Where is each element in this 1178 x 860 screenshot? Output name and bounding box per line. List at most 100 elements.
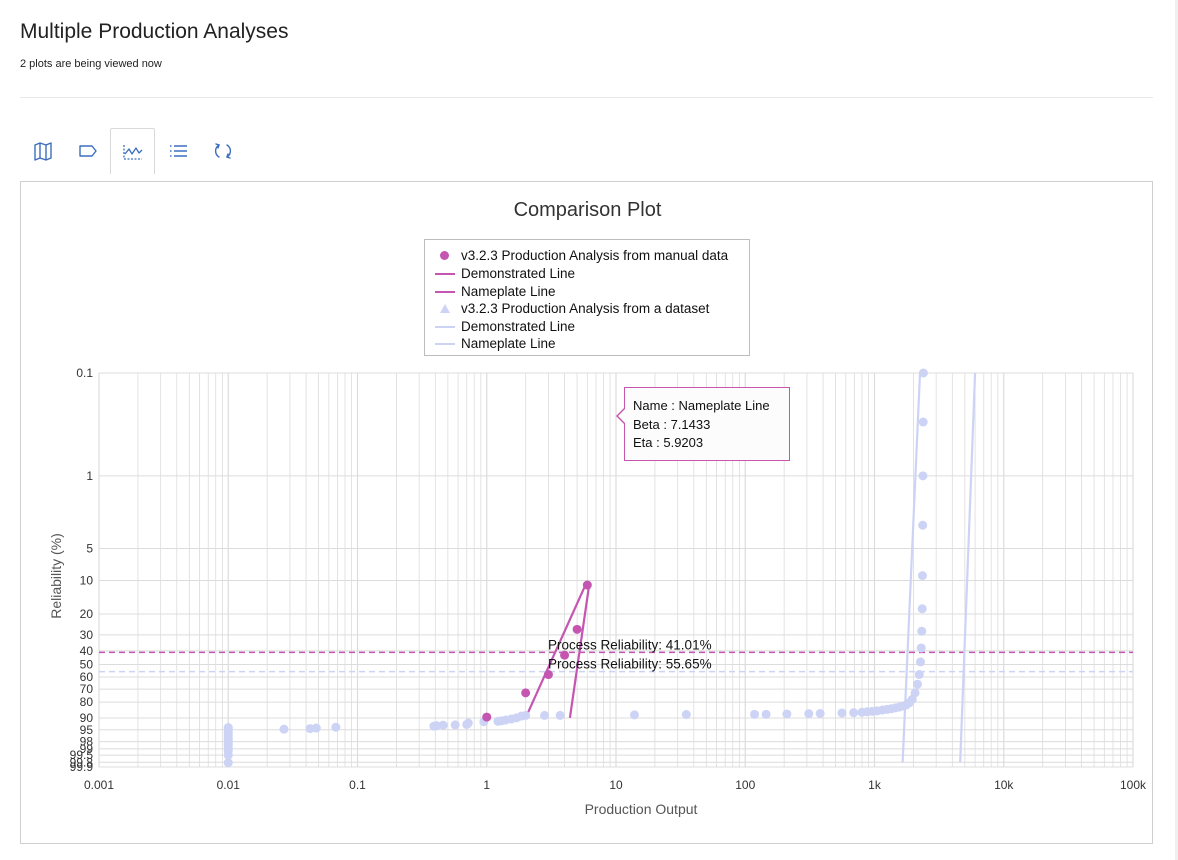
y-tick-label: 0.1 xyxy=(76,366,93,380)
dataset-data-point xyxy=(681,710,691,720)
manual-fit-line xyxy=(524,584,587,719)
line-chart-icon xyxy=(122,144,142,160)
map-view-button[interactable] xyxy=(20,128,65,174)
y-tick-label: 80 xyxy=(80,695,94,709)
dataset-data-point xyxy=(916,643,926,653)
x-tick-label: 100 xyxy=(735,778,755,792)
dataset-data-point xyxy=(917,571,927,581)
legend-entry-manual-nameplate[interactable]: Nameplate Line xyxy=(435,283,556,300)
y-tick-label: 98 xyxy=(80,735,94,749)
x-tick-label: 0.01 xyxy=(217,778,241,792)
y-tick-label: 40 xyxy=(80,644,94,658)
dataset-data-point xyxy=(761,709,771,719)
x-tick-label: 10 xyxy=(609,778,623,792)
legend-line-icon xyxy=(435,320,455,334)
dataset-data-point xyxy=(918,520,928,530)
x-tick-label: 100k xyxy=(1120,778,1147,792)
legend-entry-dataset-points[interactable]: v3.2.3 Production Analysis from a datase… xyxy=(435,300,709,317)
plot-panel: Comparison Plot 0.1 1 5 10 20 30 40 50 60 70 80 90 9… xyxy=(20,181,1153,844)
dataset-data-point xyxy=(804,709,814,719)
dataset-data-point xyxy=(918,417,928,427)
legend-entry-manual-demonstrated[interactable]: Demonstrated Line xyxy=(435,265,575,282)
legend-triangle-icon xyxy=(435,302,455,316)
map-icon xyxy=(33,142,52,161)
dataset-data-point xyxy=(916,657,926,667)
legend-label: v3.2.3 Production Analysis from manual d… xyxy=(461,248,729,263)
tooltip-name: Name : Nameplate Line xyxy=(633,398,770,413)
dataset-fit-line xyxy=(901,372,922,763)
point-tooltip: Name : Nameplate Line Beta : 7.1433 Eta … xyxy=(616,387,790,461)
dataset-data-point xyxy=(910,688,920,698)
page-title: Multiple Production Analyses xyxy=(20,20,289,43)
dataset-data-point xyxy=(917,604,927,614)
dataset-data-point xyxy=(463,718,473,728)
dataset-data-point xyxy=(223,758,233,768)
x-tick-label: 1 xyxy=(483,778,490,792)
y-tick-label: 30 xyxy=(80,628,94,642)
y-axis-title: Reliability (%) xyxy=(48,533,64,619)
y-tick-label: 99 xyxy=(80,742,94,756)
dataset-data-point xyxy=(432,721,442,731)
y-tick-label: 95 xyxy=(80,723,94,737)
dataset-data-point xyxy=(912,679,922,689)
y-tick-label: 20 xyxy=(80,607,94,621)
dataset-data-point xyxy=(450,720,460,730)
refresh-button[interactable] xyxy=(200,128,245,174)
chart-title: Comparison Plot xyxy=(513,199,662,221)
legend-label: Nameplate Line xyxy=(461,284,556,299)
refresh-icon xyxy=(214,143,231,159)
tag-icon xyxy=(78,145,97,157)
manual-data-point xyxy=(560,650,570,660)
legend-label: Demonstrated Line xyxy=(461,266,576,281)
legend-dot-icon xyxy=(435,249,455,263)
dataset-data-point xyxy=(815,708,825,718)
legend-line-icon xyxy=(435,267,455,281)
y-tick-label: 90 xyxy=(80,711,94,725)
manual-data-point xyxy=(543,670,553,680)
dataset-data-point xyxy=(837,708,847,718)
manual-data-point xyxy=(521,688,531,698)
header-divider xyxy=(20,97,1153,98)
legend-label: Nameplate Line xyxy=(461,336,556,351)
comparison-plot-button[interactable] xyxy=(110,128,155,174)
y-tick-label: 99.5 xyxy=(70,748,94,762)
x-tick-label: 0.1 xyxy=(349,778,366,792)
page-subtitle: 2 plots are being viewed now xyxy=(20,58,162,70)
chart-legend: v3.2.3 Production Analysis from manual d… xyxy=(424,239,750,356)
dataset-data-point xyxy=(750,709,760,719)
y-tick-label: 60 xyxy=(80,670,94,684)
dataset-data-point xyxy=(223,722,233,732)
manual-data-point xyxy=(482,712,492,722)
tag-button[interactable] xyxy=(65,128,110,174)
dataset-data-point xyxy=(917,626,927,636)
tooltip-eta: Eta : 5.9203 xyxy=(633,435,704,450)
process-reliability-label: Process Reliability: 41.01% xyxy=(548,637,712,652)
legend-entry-dataset-demonstrated[interactable]: Demonstrated Line xyxy=(435,318,575,335)
list-view-button[interactable] xyxy=(155,128,200,174)
process-reliability-label: Process Reliability: 55.65% xyxy=(548,657,712,672)
legend-label: v3.2.3 Production Analysis from a datase… xyxy=(461,301,710,316)
x-tick-label: 0.001 xyxy=(84,778,114,792)
y-tick-label: 99.8 xyxy=(70,755,94,769)
list-icon xyxy=(169,145,187,157)
y-tick-label: 50 xyxy=(80,658,94,672)
y-tick-label: 10 xyxy=(80,574,94,588)
dataset-data-point xyxy=(331,722,341,732)
legend-line-icon xyxy=(435,337,455,351)
dataset-data-point xyxy=(438,720,448,730)
plot-toolbar xyxy=(20,128,245,174)
y-tick-label: 1 xyxy=(86,469,93,483)
y-tick-label: 5 xyxy=(86,541,93,555)
legend-line-icon xyxy=(435,285,455,299)
dataset-data-point xyxy=(555,710,565,720)
dataset-data-point xyxy=(279,724,289,734)
dataset-data-point xyxy=(918,471,928,481)
legend-entry-dataset-nameplate[interactable]: Nameplate Line xyxy=(435,335,556,352)
window-edge xyxy=(1175,0,1178,860)
legend-label: Demonstrated Line xyxy=(461,319,576,334)
dataset-data-point xyxy=(914,670,924,680)
dataset-data-point xyxy=(311,723,321,733)
x-tick-label: 1k xyxy=(868,778,882,792)
legend-entry-manual-points[interactable]: v3.2.3 Production Analysis from manual d… xyxy=(435,247,728,264)
